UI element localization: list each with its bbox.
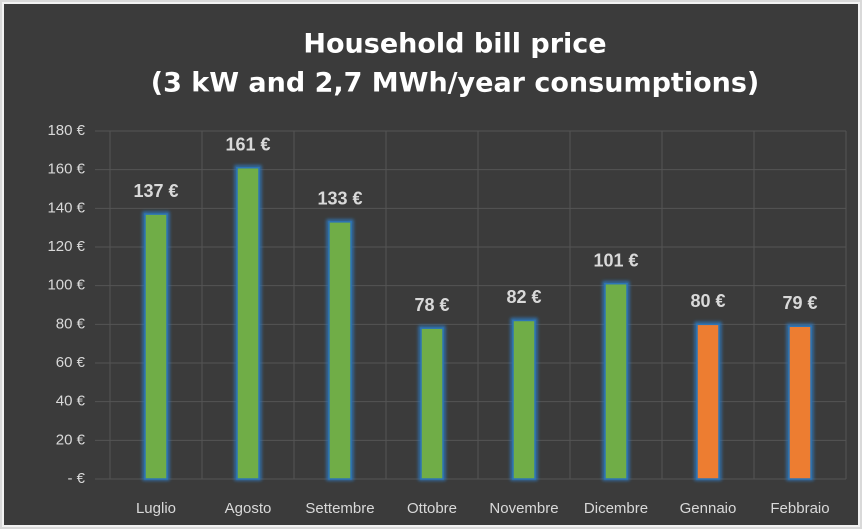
y-tick-label: 140 € — [47, 199, 85, 216]
data-label: 133 € — [317, 189, 362, 209]
bar — [236, 166, 260, 480]
data-label: 137 € — [133, 181, 178, 201]
y-tick-label: 60 € — [56, 354, 86, 371]
bar — [328, 221, 352, 480]
bar — [604, 282, 628, 480]
x-tick-label: Novembre — [489, 500, 558, 517]
x-tick-label: Agosto — [225, 500, 272, 517]
bar — [696, 323, 720, 480]
data-label: 79 € — [782, 293, 817, 313]
x-tick-label: Ottobre — [407, 500, 457, 517]
data-label: 161 € — [225, 134, 270, 154]
y-tick-label: 20 € — [56, 431, 86, 448]
bar — [512, 319, 536, 480]
y-tick-label: 80 € — [56, 315, 86, 332]
chart-subtitle: (3 kW and 2,7 MWh/year consumptions) — [151, 68, 760, 99]
chart-title: Household bill price — [303, 29, 606, 60]
bar — [420, 327, 444, 480]
y-tick-label: - € — [67, 470, 85, 487]
x-tick-label: Luglio — [136, 500, 176, 517]
x-tick-label: Febbraio — [770, 500, 829, 517]
y-tick-label: 100 € — [47, 277, 85, 294]
x-tick-label: Settembre — [305, 500, 374, 517]
data-label: 78 € — [414, 295, 449, 315]
data-label: 82 € — [506, 287, 541, 307]
x-tick-label: Gennaio — [680, 500, 737, 517]
y-tick-label: 180 € — [47, 122, 85, 139]
bar — [144, 213, 168, 480]
x-tick-label: Dicembre — [584, 500, 648, 517]
y-tick-label: 160 € — [47, 161, 85, 178]
y-tick-label: 40 € — [56, 393, 86, 410]
bar — [788, 325, 812, 480]
data-label: 101 € — [593, 250, 638, 270]
data-label: 80 € — [690, 291, 725, 311]
y-tick-label: 120 € — [47, 238, 85, 255]
